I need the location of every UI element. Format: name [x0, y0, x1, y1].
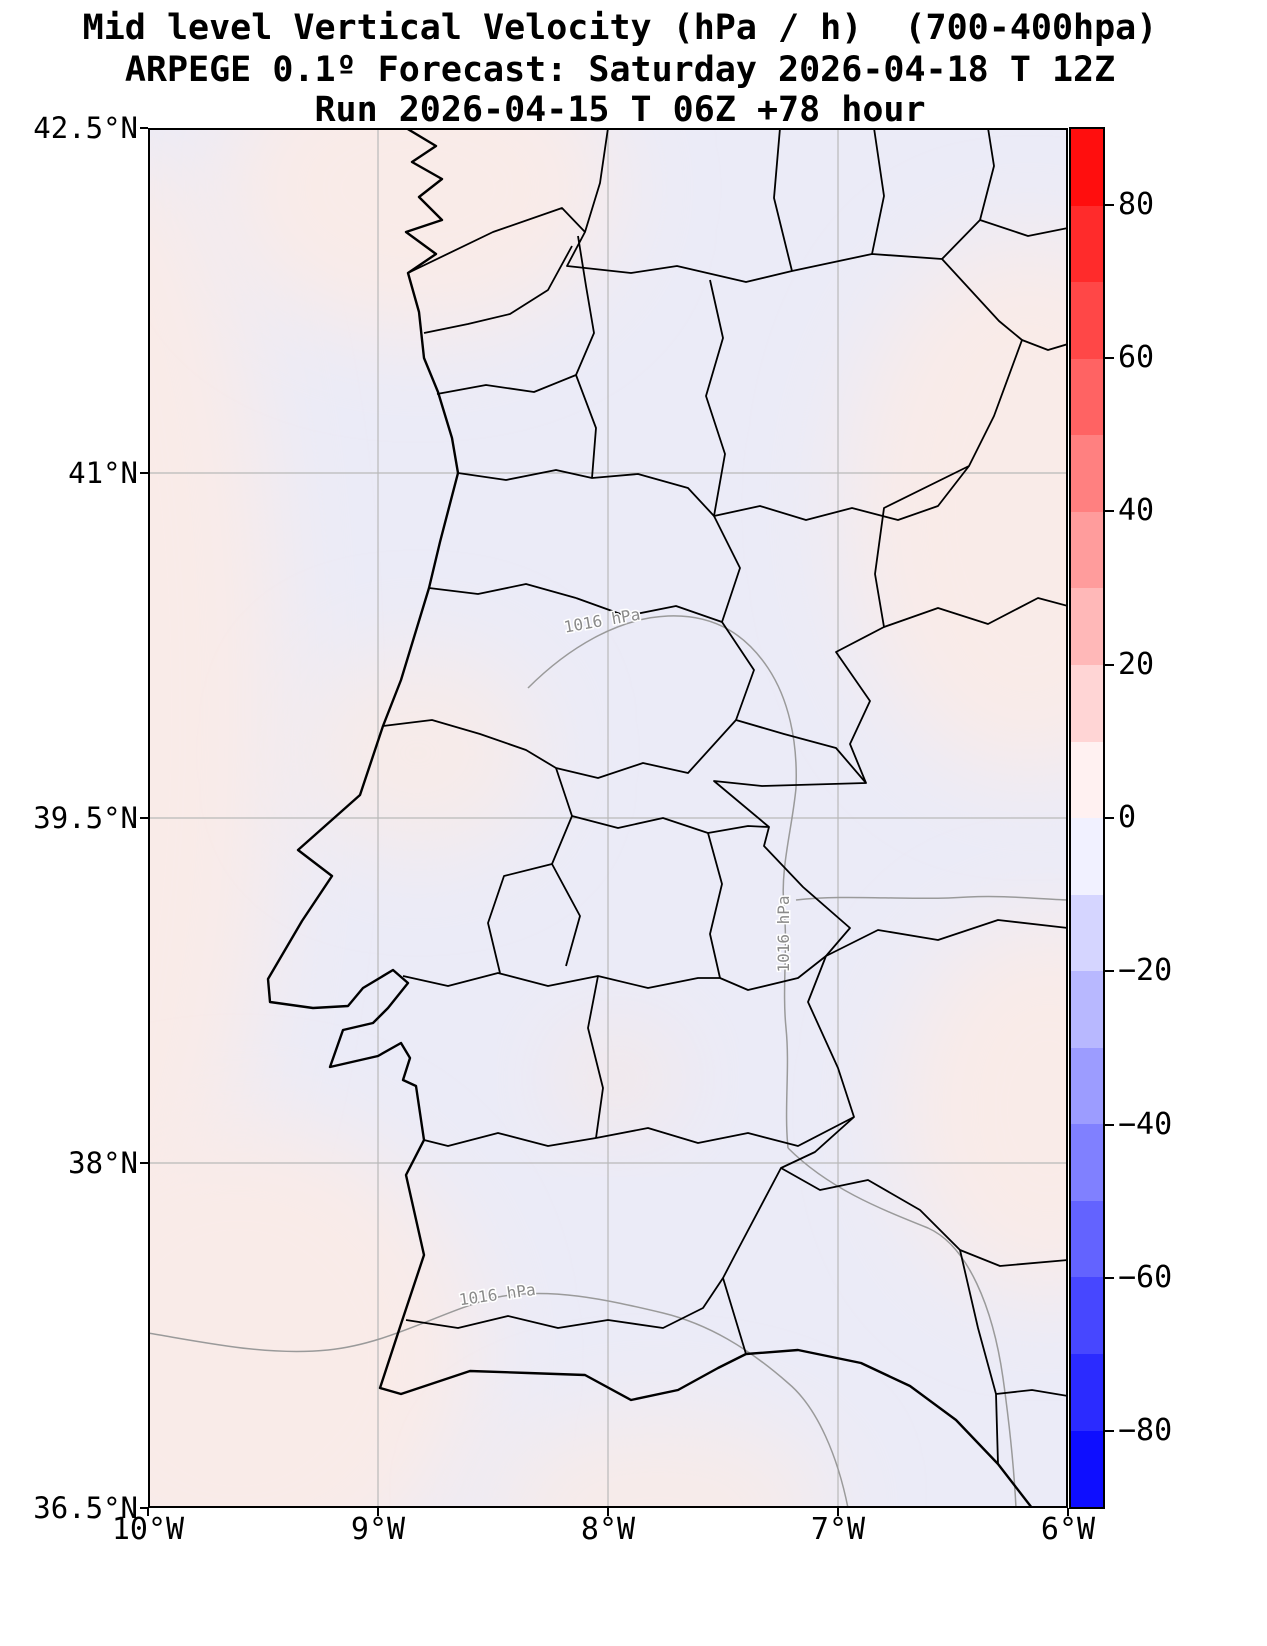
- colorbar-tick-label: −80: [1118, 1413, 1173, 1449]
- colorbar-tick-label: 0: [1118, 800, 1137, 835]
- colorbar-band: [1071, 1047, 1103, 1125]
- colorbar-band: [1071, 818, 1103, 895]
- y-axis-tick-mark: [140, 1507, 148, 1509]
- isobar-label: 1016 hPa: [774, 895, 793, 972]
- colorbar-tick-label: −20: [1118, 953, 1173, 989]
- colorbar-band: [1071, 664, 1103, 742]
- graticule-gridlines: [148, 128, 1068, 1508]
- colorbar-band: [1071, 894, 1103, 972]
- colorbar-tick-mark: [1105, 817, 1114, 819]
- x-axis-tick-mark: [147, 1508, 149, 1516]
- map-frame: [148, 128, 1068, 1508]
- colorbar-tick-mark: [1105, 970, 1114, 973]
- x-axis-tick-label: 9°W: [350, 1512, 406, 1547]
- colorbar-band: [1071, 129, 1103, 206]
- coastline: [266, 128, 1033, 1508]
- colorbar-band: [1071, 282, 1103, 359]
- colorbar-band: [1071, 358, 1103, 436]
- colorbar-tick-label: 20: [1118, 646, 1155, 682]
- chart-title: Mid level Vertical Velocity (hPa / h) (7…: [82, 8, 1158, 48]
- colorbar-bands: [1071, 129, 1103, 1508]
- y-axis-tick-label: 42.5°N: [33, 111, 138, 145]
- y-axis-tick-label: 41°N: [68, 456, 138, 490]
- x-axis-tick-label: 8°W: [580, 1512, 636, 1547]
- y-axis-tick-label: 36.5°N: [33, 1491, 138, 1525]
- colorbar-band: [1071, 511, 1103, 589]
- colorbar-tick-label: 40: [1118, 493, 1155, 529]
- x-axis-tick-mark: [1067, 1508, 1069, 1516]
- colorbar-tick-mark: [1105, 357, 1114, 359]
- colorbar-band: [1071, 1430, 1103, 1508]
- colorbar-tick-label: −60: [1118, 1260, 1173, 1295]
- x-axis-tick-mark: [377, 1508, 379, 1516]
- colorbar-band: [1071, 205, 1103, 283]
- y-axis-tick-mark: [140, 472, 148, 474]
- colorbar-tick-mark: [1105, 1277, 1114, 1279]
- isobar-contours: [148, 615, 1068, 1508]
- map-svg: 1016 hPa 1016 hPa 1016 hPa: [148, 128, 1068, 1508]
- colorbar-tick-mark: [1105, 510, 1114, 513]
- y-axis-tick-mark: [140, 817, 148, 819]
- colorbar-band: [1071, 1124, 1103, 1201]
- y-axis-tick-label: 38°N: [68, 1146, 138, 1180]
- admin-boundaries: [382, 128, 1068, 1465]
- colorbar-tick-mark: [1105, 1123, 1114, 1126]
- colorbar-tick-mark: [1105, 203, 1114, 206]
- y-axis-tick-mark: [140, 127, 148, 129]
- colorbar-band: [1071, 1200, 1103, 1278]
- x-axis-tick-mark: [607, 1508, 609, 1516]
- colorbar-band: [1071, 435, 1103, 512]
- colorbar-band: [1071, 1277, 1103, 1354]
- colorbar-band: [1071, 971, 1103, 1048]
- colorbar: [1069, 127, 1105, 1509]
- chart-subtitle-forecast: ARPEGE 0.1º Forecast: Saturday 2026-04-1…: [124, 50, 1116, 90]
- colorbar-tick-label: 80: [1118, 186, 1155, 222]
- chart-subtitle-run: Run 2026-04-15 T 06Z +78 hour: [314, 90, 926, 130]
- colorbar-band: [1071, 1354, 1103, 1431]
- map-canvas: 1016 hPa 1016 hPa 1016 hPa: [148, 128, 1068, 1508]
- x-axis-tick-label: 6°W: [1040, 1512, 1096, 1547]
- x-axis-tick-label: 7°W: [810, 1512, 866, 1547]
- colorbar-tick-label: −40: [1118, 1106, 1173, 1142]
- y-axis-tick-mark: [140, 1162, 148, 1164]
- x-axis-tick-label: 10°W: [111, 1512, 185, 1547]
- y-axis-tick-label: 39.5°N: [33, 801, 138, 835]
- colorbar-tick-mark: [1105, 663, 1114, 666]
- colorbar-tick-mark: [1105, 1430, 1114, 1433]
- colorbar-band: [1071, 741, 1103, 819]
- colorbar-band: [1071, 588, 1103, 665]
- colorbar-tick-label: 60: [1118, 340, 1155, 375]
- x-axis-tick-mark: [837, 1508, 839, 1516]
